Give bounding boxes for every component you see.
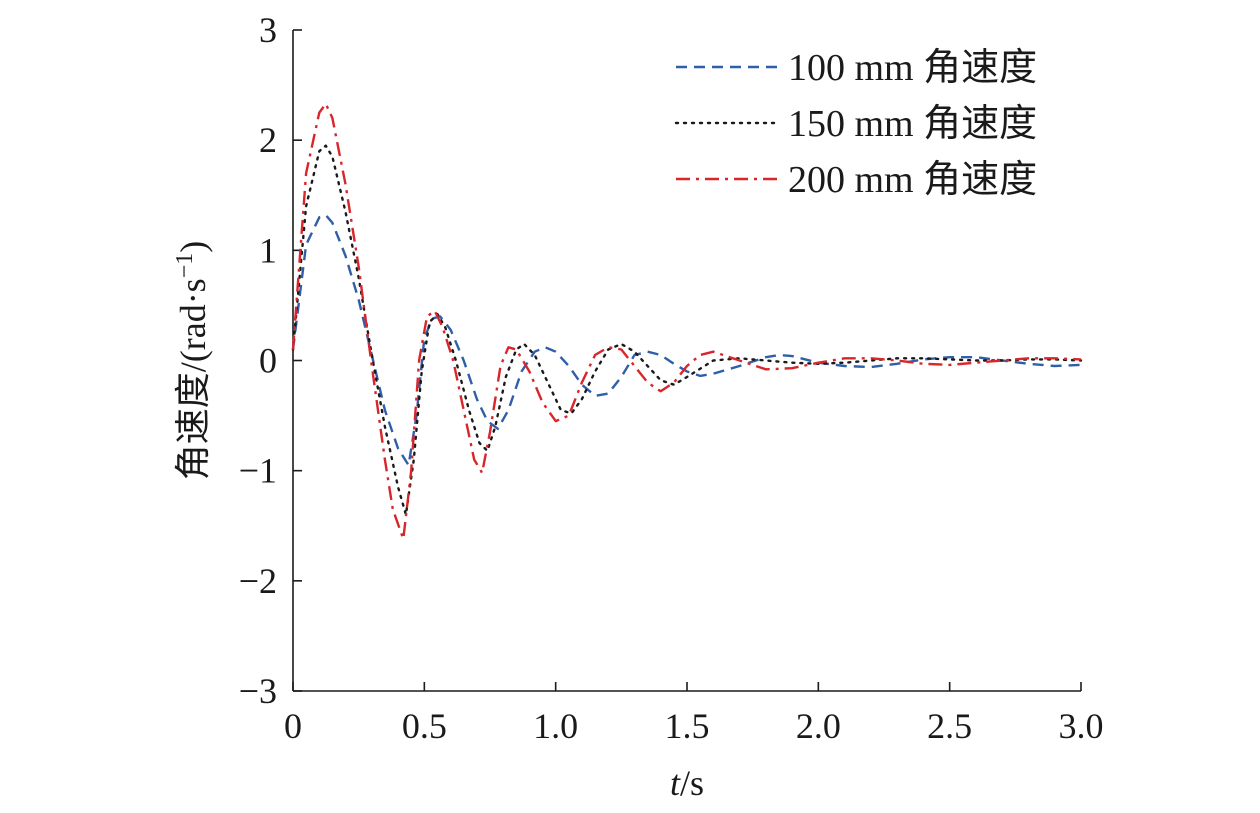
y-tick-label: 1 <box>259 230 277 270</box>
series-line-2 <box>291 144 1083 516</box>
series-line-1 <box>291 213 1082 467</box>
legend-label-1: 100 mm 角速度 <box>788 47 1037 89</box>
x-axis-title-unit: /s <box>680 763 704 803</box>
y-tick-label: 2 <box>259 120 277 160</box>
x-tick-label: 2.0 <box>796 706 841 746</box>
y-axis-title-end: ) <box>173 241 213 253</box>
legend: 100 mm 角速度 150 mm 角速度 200 mm 角速度 <box>674 47 1037 201</box>
y-axis-title-main: 角速度/(rad·s <box>173 278 213 480</box>
y-tick-label: 0 <box>259 341 277 381</box>
y-axis-title: 角速度/(rad·s−1) <box>172 241 213 481</box>
y-tick-label: −3 <box>239 671 277 711</box>
y-axis-ticks: −3 −2 −1 0 1 2 3 <box>239 10 302 711</box>
x-tick-label: 3.0 <box>1059 706 1104 746</box>
x-axis-ticks: 0 0.5 1.0 1.5 2.0 2.5 3.0 <box>284 682 1104 746</box>
series-layer <box>291 102 1083 541</box>
x-tick-label: 1.0 <box>533 706 578 746</box>
x-axis-title: t/s <box>670 763 704 803</box>
x-tick-label: 0.5 <box>402 706 447 746</box>
x-tick-label: 0 <box>284 706 302 746</box>
y-tick-label: −1 <box>239 451 277 491</box>
x-tick-label: 2.5 <box>927 706 972 746</box>
legend-label-2: 150 mm 角速度 <box>788 103 1037 145</box>
y-tick-label: −2 <box>239 561 277 601</box>
series-line-3 <box>291 102 1082 541</box>
y-tick-label: 3 <box>259 10 277 50</box>
x-axis-title-var: t <box>670 763 681 803</box>
legend-label-3: 200 mm 角速度 <box>788 159 1037 201</box>
x-tick-label: 1.5 <box>665 706 710 746</box>
y-axis-title-sup: −1 <box>172 253 198 279</box>
